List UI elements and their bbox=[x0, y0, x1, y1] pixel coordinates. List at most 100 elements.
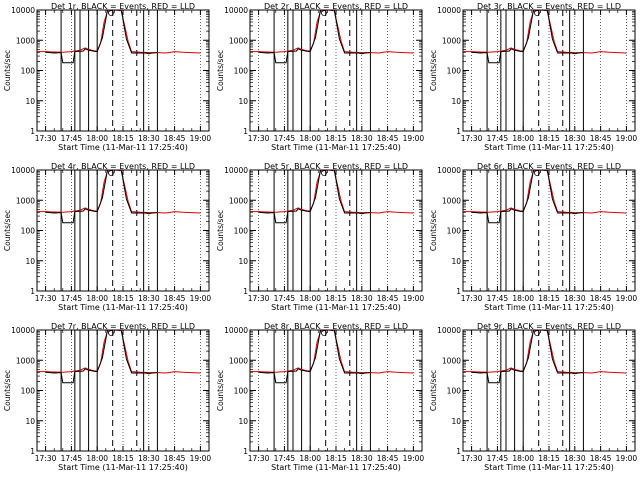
x-tick-label: 18:30 bbox=[564, 454, 586, 463]
series-events-line bbox=[45, 329, 158, 384]
panel-7: 1 10 100 1000 10000 17:30 17:45 18:00 18:15 18:30… bbox=[3, 322, 211, 472]
y-tick-label: 1000 bbox=[442, 356, 461, 365]
y-axis-label: Counts/sec bbox=[3, 50, 12, 91]
y-tick-label: 100 bbox=[447, 387, 462, 396]
series-events-line bbox=[471, 9, 584, 64]
y-tick-label: 10000 bbox=[437, 6, 461, 15]
y-tick-label: 1 bbox=[30, 447, 35, 456]
panel-2: 1 10 100 1000 10000 17:30 17:45 18:00 18:15 18:30… bbox=[216, 2, 424, 152]
panel-title: Det 9r, BLACK = Events, RED = LLD bbox=[477, 322, 621, 331]
series-events-line bbox=[258, 169, 371, 224]
y-tick-label: 100 bbox=[447, 67, 462, 76]
peak-marker bbox=[321, 330, 327, 336]
x-tick-label: 18:45 bbox=[164, 134, 186, 143]
panel-title: Det 2r, BLACK = Events, RED = LLD bbox=[264, 2, 408, 11]
x-axis-label: Start Time (11-Mar-11 17:25:40) bbox=[271, 143, 401, 152]
panel-title: Det 7r, BLACK = Events, RED = LLD bbox=[51, 322, 195, 331]
series-events-line bbox=[258, 329, 371, 384]
x-tick-label: 18:00 bbox=[86, 454, 108, 463]
x-tick-label: 17:30 bbox=[35, 454, 57, 463]
x-tick-label: 18:30 bbox=[564, 294, 586, 303]
y-tick-label: 10 bbox=[451, 417, 461, 426]
y-tick-label: 10 bbox=[451, 97, 461, 106]
y-tick-label: 10000 bbox=[437, 166, 461, 175]
x-tick-label: 17:45 bbox=[274, 454, 296, 463]
y-tick-label: 10 bbox=[238, 417, 248, 426]
panel-8: 1 10 100 1000 10000 17:30 17:45 18:00 18:15 18:30… bbox=[216, 322, 424, 472]
y-tick-label: 100 bbox=[21, 227, 36, 236]
panel-title: Det 4r, BLACK = Events, RED = LLD bbox=[51, 162, 195, 171]
peak-marker bbox=[321, 10, 327, 16]
y-axis-label: Counts/sec bbox=[216, 210, 225, 251]
y-tick-label: 100 bbox=[21, 387, 36, 396]
x-tick-label: 17:30 bbox=[35, 134, 57, 143]
y-tick-label: 10 bbox=[25, 257, 35, 266]
x-tick-label: 18:15 bbox=[325, 134, 347, 143]
x-axis-label: Start Time (11-Mar-11 17:25:40) bbox=[484, 303, 614, 312]
series-events-line bbox=[45, 169, 158, 224]
x-tick-label: 18:30 bbox=[138, 454, 160, 463]
panel-title: Det 6r, BLACK = Events, RED = LLD bbox=[477, 162, 621, 171]
y-axis-label: Counts/sec bbox=[429, 50, 438, 91]
y-tick-label: 1 bbox=[243, 127, 248, 136]
y-tick-label: 10 bbox=[238, 257, 248, 266]
y-tick-label: 1000 bbox=[16, 356, 35, 365]
y-tick-label: 100 bbox=[234, 387, 249, 396]
panel-5: 1 10 100 1000 10000 17:30 17:45 18:00 18:15 18:30… bbox=[216, 162, 424, 312]
panel-title: Det 1r, BLACK = Events, RED = LLD bbox=[51, 2, 195, 11]
y-axis-label: Counts/sec bbox=[3, 370, 12, 411]
x-tick-label: 17:45 bbox=[61, 134, 83, 143]
y-tick-label: 1 bbox=[456, 287, 461, 296]
x-tick-label: 19:00 bbox=[403, 454, 425, 463]
y-tick-label: 1000 bbox=[229, 196, 248, 205]
y-tick-label: 10 bbox=[25, 97, 35, 106]
y-tick-label: 1 bbox=[243, 447, 248, 456]
x-tick-label: 17:45 bbox=[487, 134, 509, 143]
y-tick-label: 1000 bbox=[16, 36, 35, 45]
x-tick-label: 18:45 bbox=[377, 454, 399, 463]
peak-marker bbox=[534, 170, 540, 176]
y-tick-label: 1 bbox=[30, 127, 35, 136]
y-tick-label: 10000 bbox=[224, 326, 248, 335]
x-tick-label: 17:45 bbox=[61, 294, 83, 303]
y-tick-label: 1000 bbox=[442, 36, 461, 45]
x-tick-label: 18:00 bbox=[86, 294, 108, 303]
series-events-line bbox=[471, 169, 584, 224]
x-tick-label: 18:45 bbox=[590, 134, 612, 143]
y-axis-label: Counts/sec bbox=[429, 370, 438, 411]
x-tick-label: 18:30 bbox=[351, 134, 373, 143]
peak-marker bbox=[534, 10, 540, 16]
y-tick-label: 1 bbox=[456, 447, 461, 456]
y-tick-label: 1000 bbox=[229, 36, 248, 45]
x-tick-label: 18:45 bbox=[164, 294, 186, 303]
x-tick-label: 18:45 bbox=[377, 294, 399, 303]
panel-9: 1 10 100 1000 10000 17:30 17:45 18:00 18:15 18:30… bbox=[429, 322, 637, 472]
y-tick-label: 10 bbox=[451, 257, 461, 266]
x-axis-label: Start Time (11-Mar-11 17:25:40) bbox=[271, 463, 401, 472]
x-tick-label: 19:00 bbox=[190, 454, 212, 463]
y-axis-label: Counts/sec bbox=[429, 210, 438, 251]
y-tick-label: 10 bbox=[25, 417, 35, 426]
peak-marker bbox=[321, 170, 327, 176]
x-tick-label: 19:00 bbox=[616, 294, 638, 303]
series-events-line bbox=[471, 329, 584, 384]
x-tick-label: 18:15 bbox=[325, 294, 347, 303]
y-tick-label: 10000 bbox=[437, 326, 461, 335]
x-tick-label: 17:45 bbox=[487, 454, 509, 463]
panel-1: 1 10 100 1000 10000 17:30 17:45 18:00 18:15 18:30… bbox=[3, 2, 211, 152]
x-tick-label: 18:30 bbox=[138, 294, 160, 303]
y-axis-label: Counts/sec bbox=[216, 50, 225, 91]
x-tick-label: 18:00 bbox=[299, 134, 321, 143]
x-tick-label: 18:15 bbox=[112, 134, 134, 143]
x-tick-label: 18:45 bbox=[590, 294, 612, 303]
y-tick-label: 1000 bbox=[229, 356, 248, 365]
x-tick-label: 18:00 bbox=[512, 294, 534, 303]
panel-title: Det 5r, BLACK = Events, RED = LLD bbox=[264, 162, 408, 171]
x-tick-label: 18:15 bbox=[112, 294, 134, 303]
y-tick-label: 10000 bbox=[11, 6, 35, 15]
peak-marker bbox=[108, 330, 114, 336]
x-tick-label: 18:00 bbox=[299, 294, 321, 303]
y-tick-label: 100 bbox=[447, 227, 462, 236]
panel-3: 1 10 100 1000 10000 17:30 17:45 18:00 18:15 18:30… bbox=[429, 2, 637, 152]
x-tick-label: 18:45 bbox=[164, 454, 186, 463]
